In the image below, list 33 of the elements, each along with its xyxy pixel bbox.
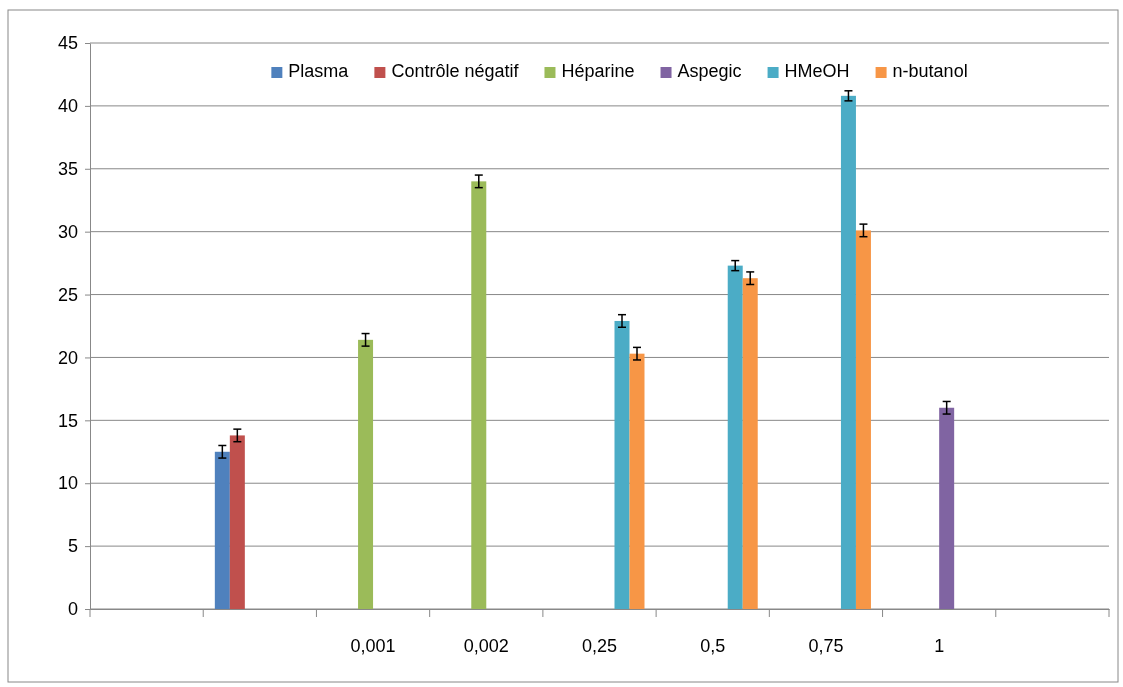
y-tick-label: 30	[57, 221, 78, 242]
y-tick-label: 5	[67, 536, 78, 557]
y-tick-label: 45	[57, 33, 78, 54]
y-tick-label: 25	[57, 284, 78, 305]
bar	[629, 353, 645, 609]
bar	[727, 265, 743, 609]
legend-label: Contrôle négatif	[391, 61, 520, 81]
bar	[229, 435, 245, 609]
y-tick-label: 15	[57, 410, 78, 431]
x-tick-label: 0,75	[808, 636, 844, 656]
y-tick-label: 40	[57, 96, 78, 117]
legend-label: n-butanol	[892, 61, 968, 81]
y-tick-label: 10	[57, 473, 78, 494]
x-tick-label: 0,25	[581, 636, 618, 656]
legend-label: Plasma	[288, 61, 350, 81]
bar	[742, 278, 758, 609]
x-tick-label: 1	[934, 636, 945, 656]
bar	[855, 230, 871, 609]
legend-label: Aspegic	[677, 61, 742, 81]
legend-label: HMeOH	[784, 61, 850, 81]
x-tick-label: 0,5	[700, 636, 726, 656]
bar	[840, 95, 856, 609]
legend-label: Héparine	[561, 61, 635, 81]
x-tick-label: 0,002	[463, 636, 509, 656]
bar	[358, 339, 374, 609]
y-tick-label: 20	[57, 347, 78, 368]
y-tick-label: 0	[67, 599, 78, 620]
x-tick-label: 0,001	[350, 636, 396, 656]
y-tick-label: 35	[57, 159, 78, 180]
bar	[214, 451, 230, 609]
bar	[614, 320, 630, 609]
bar	[471, 181, 487, 609]
bar	[939, 407, 955, 609]
